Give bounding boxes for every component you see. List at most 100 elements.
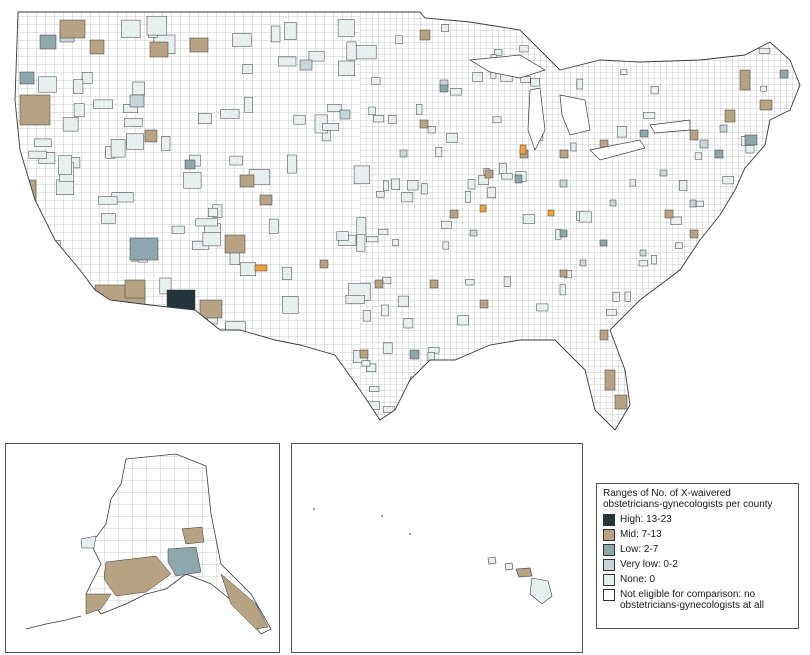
county-none bbox=[376, 191, 385, 198]
county-mid bbox=[484, 169, 494, 179]
county-none bbox=[171, 225, 185, 234]
county-none bbox=[760, 85, 767, 92]
county-none bbox=[382, 277, 392, 284]
hawaii-islet bbox=[409, 533, 411, 535]
county-none bbox=[427, 126, 436, 134]
county-none bbox=[306, 383, 326, 403]
legend-label-none: None: 0 bbox=[620, 574, 656, 585]
county-none bbox=[579, 211, 592, 223]
county-none bbox=[114, 332, 136, 343]
county-none bbox=[284, 22, 297, 40]
county-none bbox=[392, 239, 399, 247]
county-none bbox=[561, 363, 570, 373]
county-none bbox=[755, 372, 763, 379]
county-none bbox=[441, 24, 450, 32]
county-none bbox=[116, 306, 137, 314]
county-mid bbox=[19, 94, 51, 126]
county-very-low bbox=[469, 229, 478, 237]
lake-superior bbox=[468, 54, 546, 79]
county-low bbox=[439, 84, 449, 93]
county-low bbox=[639, 129, 649, 138]
low-county-layer bbox=[19, 34, 789, 360]
county-mid bbox=[239, 174, 255, 188]
alaska-map bbox=[25, 453, 272, 635]
county-low bbox=[39, 34, 57, 50]
county-none bbox=[520, 76, 531, 83]
county-mid bbox=[419, 29, 431, 41]
county-none bbox=[577, 387, 584, 398]
county-none bbox=[22, 406, 40, 417]
county-none bbox=[395, 35, 403, 44]
county-none bbox=[530, 77, 540, 87]
county-none bbox=[201, 368, 217, 379]
county-none bbox=[401, 192, 414, 203]
county-none bbox=[634, 310, 647, 322]
county-high bbox=[166, 289, 196, 315]
county-none bbox=[694, 152, 703, 160]
lake-ontario bbox=[649, 119, 691, 134]
county-none bbox=[354, 44, 377, 60]
county-none bbox=[664, 315, 674, 327]
county-none bbox=[689, 257, 696, 268]
county-mid bbox=[559, 149, 569, 159]
county-none bbox=[722, 176, 734, 185]
county-low bbox=[184, 159, 196, 170]
county-none bbox=[353, 165, 370, 185]
county-very-low bbox=[129, 94, 145, 108]
county-none bbox=[440, 220, 452, 229]
hawaii-islet bbox=[381, 515, 383, 517]
county-none bbox=[55, 179, 74, 195]
county-none bbox=[741, 15, 750, 23]
county-none bbox=[616, 126, 628, 138]
county-highlight bbox=[254, 264, 268, 272]
county-none bbox=[695, 200, 704, 207]
county-none bbox=[229, 386, 247, 406]
county-none bbox=[421, 183, 428, 195]
county-none bbox=[487, 187, 497, 199]
county-none bbox=[654, 313, 665, 323]
county-low bbox=[19, 71, 35, 85]
county-none bbox=[282, 296, 299, 314]
legend-label-mid: Mid: 7-13 bbox=[620, 529, 662, 540]
county-none bbox=[612, 291, 620, 302]
county-none bbox=[570, 142, 577, 152]
county-mid bbox=[144, 129, 158, 143]
county-none bbox=[421, 391, 428, 400]
county-none bbox=[629, 179, 636, 187]
county-none bbox=[624, 291, 631, 302]
legend-title: Ranges of No. of X-waivered obstetrician… bbox=[603, 488, 773, 510]
county-mid bbox=[689, 229, 699, 239]
county-mid bbox=[559, 269, 568, 278]
county-none bbox=[498, 162, 507, 175]
county-none bbox=[327, 104, 342, 112]
county-very-low bbox=[659, 169, 668, 177]
alaska-mid-panhandle bbox=[220, 573, 269, 630]
county-none bbox=[679, 180, 688, 191]
county-none bbox=[78, 367, 89, 376]
county-mid bbox=[169, 309, 196, 325]
county-none bbox=[293, 114, 306, 125]
legend-label-not-eligible: Not eligible for comparison: no obstetri… bbox=[620, 589, 764, 611]
legend-item-mid: Mid: 7-13 bbox=[603, 529, 792, 541]
county-mid bbox=[224, 234, 246, 254]
county-none bbox=[308, 50, 325, 62]
county-none bbox=[73, 79, 84, 94]
county-none bbox=[285, 366, 305, 378]
lake-huron bbox=[559, 94, 591, 136]
county-none bbox=[362, 310, 371, 322]
county-none bbox=[226, 398, 242, 409]
alaska-mid-peninsula bbox=[85, 593, 112, 615]
county-none bbox=[658, 396, 667, 405]
county-none bbox=[110, 139, 126, 158]
legend-label-high: High: 13-23 bbox=[620, 514, 672, 525]
county-very-low bbox=[639, 249, 647, 257]
legend-swatch-mid bbox=[603, 529, 615, 541]
county-none bbox=[762, 408, 770, 415]
county-low bbox=[599, 239, 608, 247]
county-none bbox=[576, 78, 584, 90]
county-none bbox=[93, 99, 113, 109]
hawaii-islet bbox=[313, 508, 315, 510]
county-none bbox=[403, 318, 414, 329]
county-none bbox=[149, 408, 164, 420]
county-mid bbox=[449, 209, 459, 219]
